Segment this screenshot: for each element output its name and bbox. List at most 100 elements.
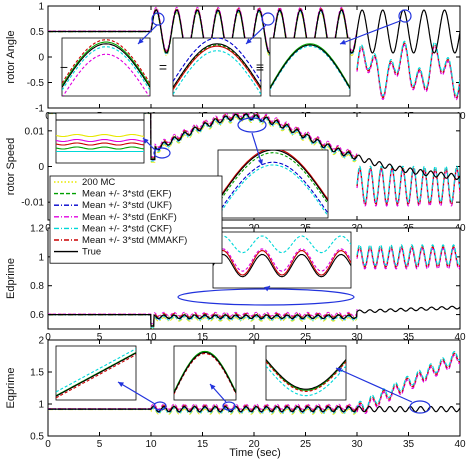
arrow-head xyxy=(138,38,144,44)
y-tick-label: 0.5 xyxy=(30,27,44,38)
x-tick-label: 30 xyxy=(351,332,363,343)
inset-angle-2 xyxy=(172,37,262,97)
y-tick-label: 1.5 xyxy=(30,368,44,379)
series-true-line xyxy=(48,305,460,327)
x-tick-label: 25 xyxy=(300,439,312,450)
inset-symbol: = xyxy=(159,59,167,75)
legend-entry-label: Mean +/- 3*std (UKF) xyxy=(82,200,172,211)
annotation-arrow xyxy=(335,367,413,403)
inset-curve-ekf xyxy=(56,146,144,150)
series-mmakf-line xyxy=(48,113,358,160)
inset-curve-ckf xyxy=(62,46,150,91)
inset-curve-ekf xyxy=(62,41,150,86)
inset-curve-true xyxy=(213,253,351,278)
inset-curve-ckf xyxy=(218,164,328,217)
inset-curve-ckf xyxy=(56,348,136,393)
inset-curve-mmakf xyxy=(173,45,261,90)
inset-curve-ckf xyxy=(173,50,261,95)
series-ckf-divergence-line xyxy=(356,165,460,203)
inset-angle-3 xyxy=(269,37,351,97)
arrow-head xyxy=(340,39,346,45)
x-tick-label: 15 xyxy=(197,439,209,450)
x-tick-label: 20 xyxy=(248,439,260,450)
inset-curve-ekf xyxy=(266,360,346,391)
series-ckf-divergence-line xyxy=(356,351,460,411)
series-true-line xyxy=(48,9,460,54)
series-mmakf-divergence-line xyxy=(356,167,460,205)
inset-speed-1 xyxy=(55,112,145,164)
y-axis-label: rotor Angle xyxy=(5,30,17,83)
x-tick-label: 10 xyxy=(145,439,157,450)
arrow-head xyxy=(143,138,149,144)
annotation-ellipse xyxy=(409,400,431,414)
y-tick-label: 0.01 xyxy=(25,126,45,137)
inset-curve-true xyxy=(218,150,328,202)
y-tick-label: 0 xyxy=(38,53,44,64)
inset-curve-mmakf xyxy=(218,150,328,200)
y-tick-label: -0.5 xyxy=(27,78,45,89)
annotation-ellipse xyxy=(261,12,275,26)
inset-speed-2 xyxy=(217,149,329,219)
inset-curve-ckf xyxy=(266,365,346,397)
y-tick-label: 2 xyxy=(38,336,44,347)
x-axis-label: Time (sec) xyxy=(229,447,281,459)
inset-curve-ckf xyxy=(213,235,351,254)
y-tick-label: 1 xyxy=(38,252,44,263)
inset-curve-enkf xyxy=(213,248,351,272)
legend-entry-label: Mean +/- 3*std (EKF) xyxy=(82,189,172,200)
annotations: − = ≡ xyxy=(60,9,431,414)
inset-symbol: − xyxy=(60,59,68,75)
x-tick-label: 10 xyxy=(145,332,157,343)
y-axis-label: rotor Speed xyxy=(5,138,17,195)
inset-curve-true xyxy=(174,351,236,394)
inset-box xyxy=(55,345,137,401)
inset-curve-mmakf xyxy=(62,39,150,84)
series-enkf-divergence-line xyxy=(356,354,460,414)
x-tick-label: 35 xyxy=(403,439,415,450)
y-axis-label: Edprime xyxy=(5,258,17,299)
inset-angle-1 xyxy=(61,37,151,97)
y-tick-label: -1 xyxy=(35,104,44,115)
inset-curve-true xyxy=(266,359,346,390)
legend-entry-label: 200 MC xyxy=(82,177,115,188)
inset-curve-mmakf xyxy=(56,142,144,146)
insets-layer: − = ≡ xyxy=(55,9,431,414)
x-tick-label: 5 xyxy=(97,439,103,450)
series-group xyxy=(48,351,460,415)
series-true-line xyxy=(48,406,460,413)
annotation-ellipse xyxy=(153,147,171,159)
x-tick-label: 40 xyxy=(454,439,466,450)
y-tick-label: 0.5 xyxy=(30,432,44,443)
inset-box xyxy=(61,37,151,97)
inset-symbol: ≡ xyxy=(256,59,264,75)
legend-entry-label: Mean +/- 3*std (MMAKF) xyxy=(82,235,187,246)
annotation-ellipse xyxy=(237,117,267,133)
arrow-head xyxy=(264,286,270,292)
legend-box xyxy=(49,175,223,264)
inset-edprime-1 xyxy=(212,231,352,289)
y-tick-label: 0.8 xyxy=(30,281,44,292)
x-tick-label: 20 xyxy=(248,332,260,343)
series-mmakf-divergence-line xyxy=(356,352,460,413)
series-ckf-divergence-line xyxy=(356,244,460,266)
inset-curve-ckf xyxy=(270,45,350,90)
series-ckf-divergence-line xyxy=(356,40,460,97)
y-tick-label: 1 xyxy=(38,400,44,411)
y-tick-label: 0.6 xyxy=(30,310,44,321)
x-tick-label: 25 xyxy=(300,332,312,343)
arrow-head xyxy=(336,367,342,373)
annotation-arrow xyxy=(117,381,156,405)
inset-box xyxy=(212,231,352,289)
inset-curve-ekf xyxy=(173,44,261,89)
series-true-line xyxy=(48,113,460,180)
inset-curve-mmakf xyxy=(213,249,351,276)
x-tick-label: 30 xyxy=(351,439,363,450)
inset-curve-enkf xyxy=(62,53,150,96)
inset-curve-ukf xyxy=(173,38,261,82)
y-tick-label: 1.2 xyxy=(30,224,44,235)
legend-entry-label: Mean +/- 3*std (CKF) xyxy=(82,223,172,234)
legend-entry-label: Mean +/- 3*std (EnKF) xyxy=(82,212,177,223)
x-tick-label: 15 xyxy=(197,332,209,343)
